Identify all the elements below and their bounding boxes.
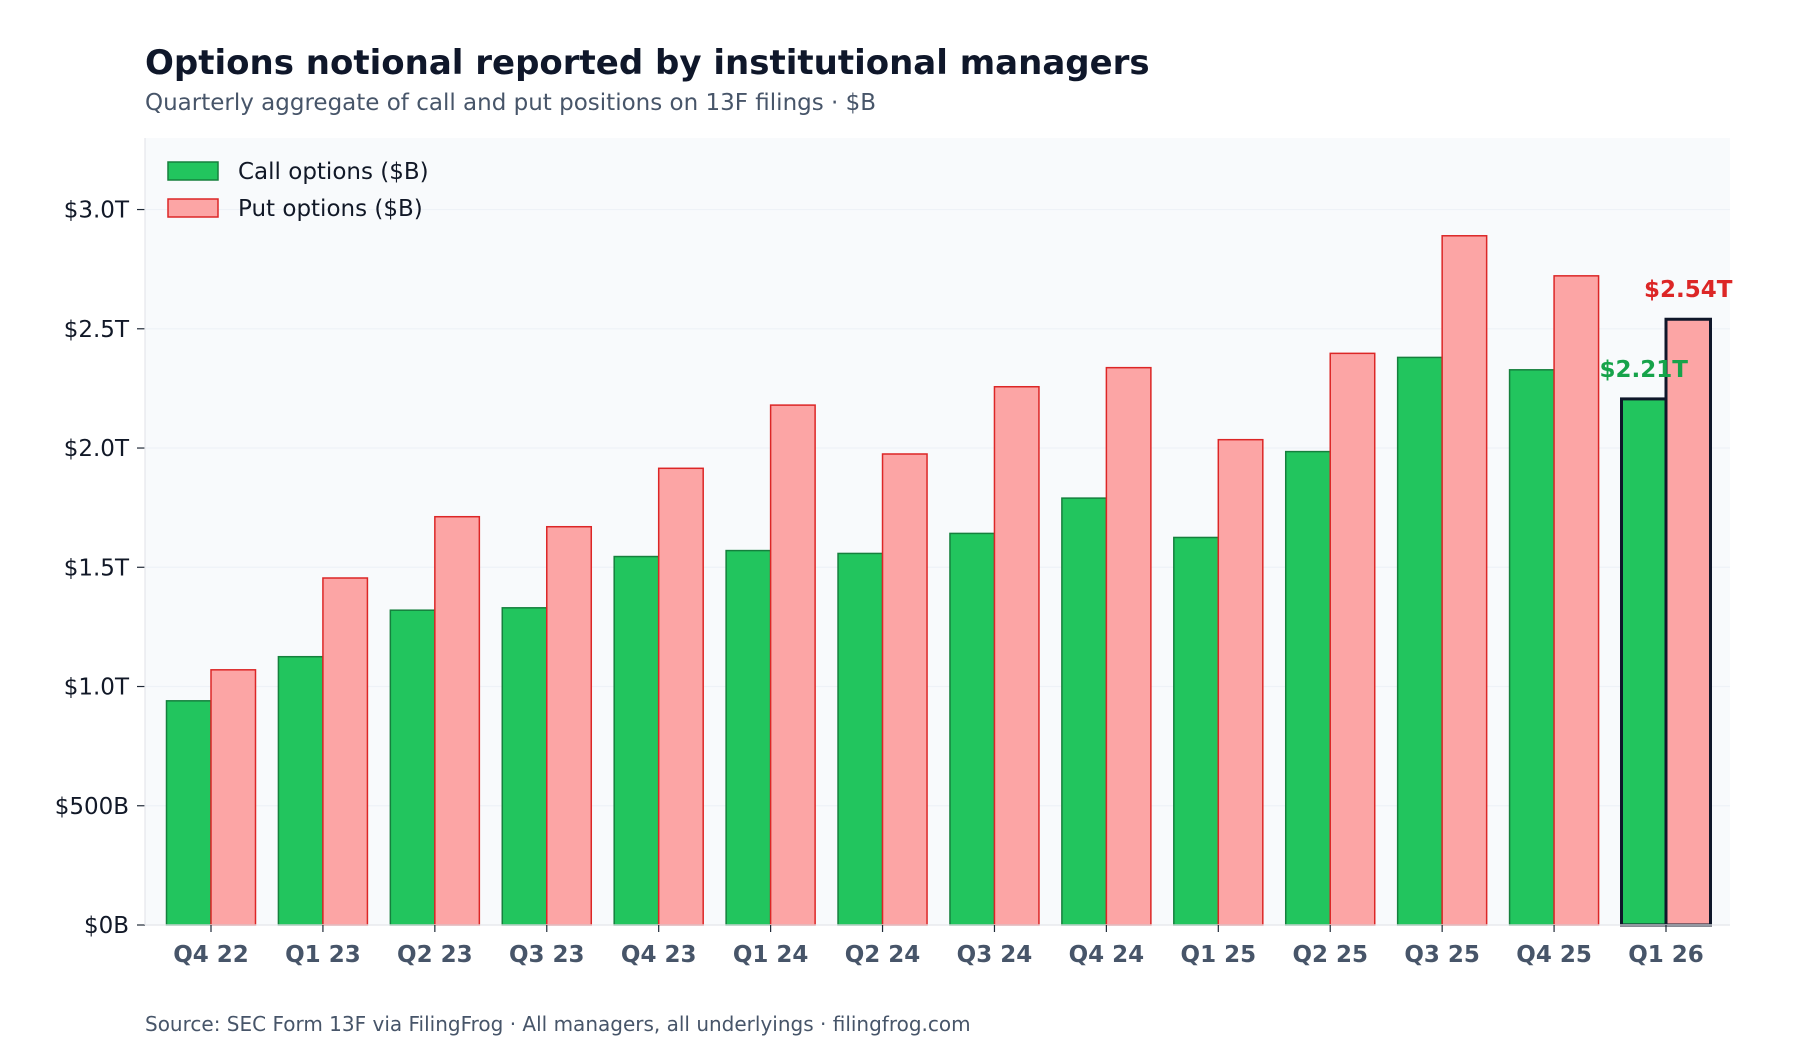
bar-put-q4-25	[1553, 275, 1600, 926]
bar-put-q1-24	[769, 404, 816, 926]
x-tick-label: Q1 23	[285, 942, 361, 968]
bar-put-q1-25	[1217, 438, 1264, 926]
bar-call-q2-24	[837, 552, 884, 926]
x-tick-label: Q2 23	[397, 942, 473, 968]
chart-subtitle: Quarterly aggregate of call and put posi…	[145, 90, 876, 116]
y-tick-label: $0B	[84, 913, 129, 939]
x-tick-label: Q4 23	[621, 942, 697, 968]
x-tick-label: Q3 23	[509, 942, 585, 968]
x-tick-label: Q3 24	[957, 942, 1033, 968]
bar-put-q2-24	[881, 453, 928, 926]
legend-swatch-call	[167, 161, 219, 181]
y-tick-label: $1.5T	[64, 555, 130, 581]
bar-put-q4-24	[1105, 366, 1152, 926]
data-label-put: $2.54T	[1644, 277, 1733, 303]
bar-call-q1-24	[725, 549, 772, 926]
bar-put-q3-24	[993, 385, 1040, 926]
bar-call-q3-23	[501, 607, 548, 926]
data-labels: $2.21T $2.54T	[1600, 277, 1733, 383]
y-tick-label: $2.0T	[64, 436, 130, 462]
legend-swatch-put	[167, 198, 219, 218]
bar-put-q3-25	[1441, 235, 1488, 926]
bar-call-q2-23	[389, 609, 436, 926]
plot-area	[145, 138, 1730, 925]
x-tick-label: Q4 24	[1069, 942, 1145, 968]
x-tick-label: Q2 24	[845, 942, 921, 968]
x-tick-label: Q1 24	[733, 942, 809, 968]
bar-call-q1-23	[277, 655, 324, 926]
chart-source-note: Source: SEC Form 13F via FilingFrog · Al…	[145, 1012, 971, 1036]
x-tick-label: Q1 26	[1628, 942, 1704, 968]
bar-put-q3-23	[546, 525, 593, 926]
x-tick-label: Q2 25	[1292, 942, 1368, 968]
x-tick-label: Q4 25	[1516, 942, 1592, 968]
axes: $0B $500B $1.0T $1.5T $2.0T $2.5T $3.0T Q4 22 Q1…	[55, 138, 1730, 968]
bar-call-q1-25	[1173, 536, 1220, 926]
y-tick-label: $1.0T	[64, 675, 130, 701]
bar-call-q4-24	[1061, 497, 1108, 926]
bar-put-q2-25	[1329, 352, 1376, 926]
x-tick-label: Q3 25	[1404, 942, 1480, 968]
y-tick-label: $500B	[55, 794, 129, 820]
bar-call-q4-25	[1508, 369, 1555, 926]
bar-call-q4-22	[165, 700, 212, 926]
legend-label-call: Call options ($B)	[238, 159, 429, 185]
bars	[165, 235, 1712, 927]
x-tick-label: Q4 22	[173, 942, 249, 968]
bar-put-q1-23	[322, 577, 369, 926]
bar-call-q3-24	[949, 532, 996, 926]
y-tick-label: $3.0T	[64, 198, 130, 224]
bar-call-q4-23	[613, 555, 660, 926]
bar-put-q4-23	[657, 467, 704, 926]
bar-call-q3-25	[1396, 356, 1443, 926]
bar-call-q2-25	[1284, 450, 1331, 926]
bar-put-q2-23	[434, 515, 481, 926]
bar-put-q1-26	[1664, 317, 1712, 927]
bar-call-q1-26	[1620, 397, 1668, 927]
data-label-call: $2.21T	[1600, 357, 1689, 383]
x-tick-label: Q1 25	[1181, 942, 1257, 968]
legend-label-put: Put options ($B)	[238, 196, 423, 222]
y-tick-label: $2.5T	[64, 317, 130, 343]
legend: Call options ($B) Put options ($B)	[167, 159, 429, 222]
bar-put-q4-22	[210, 669, 257, 926]
chart-title: Options notional reported by institution…	[145, 43, 1150, 83]
